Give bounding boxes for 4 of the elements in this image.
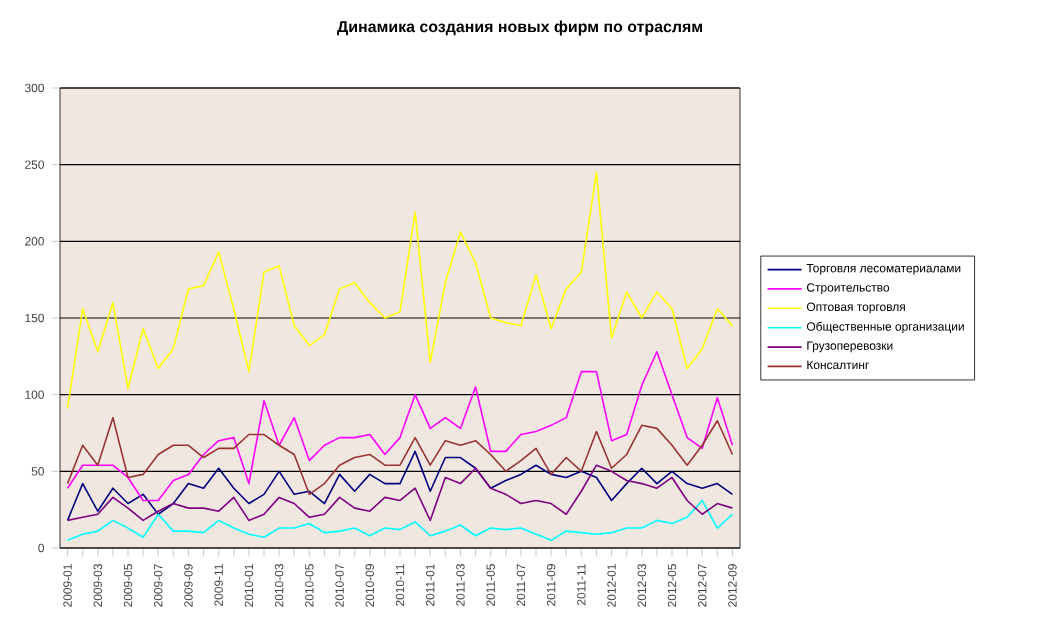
line-series [66,450,734,522]
line-series [66,171,734,410]
line-series [66,464,734,522]
line-series [66,416,734,496]
